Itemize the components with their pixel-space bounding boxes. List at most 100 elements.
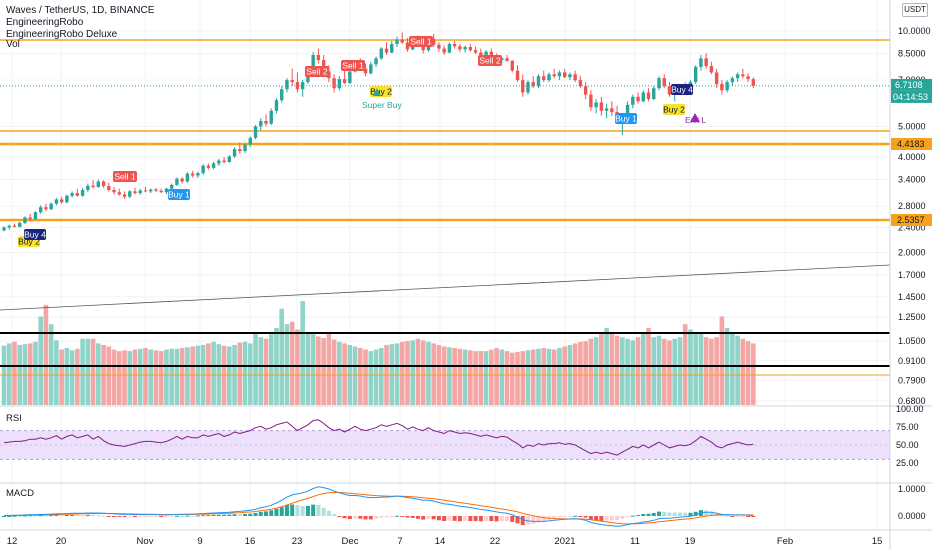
candle-body[interactable] — [54, 199, 59, 204]
candle-body[interactable] — [196, 173, 200, 176]
candle-body[interactable] — [75, 193, 80, 196]
candle-body[interactable] — [431, 38, 436, 45]
candle-body[interactable] — [720, 84, 724, 91]
macd-label[interactable]: MACD — [6, 488, 34, 499]
candle-body[interactable] — [28, 217, 32, 220]
candle-body[interactable] — [693, 66, 698, 83]
candle-body[interactable] — [180, 178, 184, 182]
candle-body[interactable] — [704, 58, 708, 67]
candle-body[interactable] — [222, 160, 226, 163]
candle-body[interactable] — [458, 46, 462, 50]
candle-body[interactable] — [452, 43, 457, 47]
candle-body[interactable] — [227, 156, 232, 163]
candle-body[interactable] — [122, 194, 127, 197]
candle-body[interactable] — [390, 43, 394, 53]
candle-body[interactable] — [384, 48, 389, 53]
candle-body[interactable] — [169, 184, 174, 189]
candle-body[interactable] — [96, 181, 101, 187]
candle-body[interactable] — [479, 52, 483, 55]
candle-body[interactable] — [128, 191, 132, 197]
candle-body[interactable] — [337, 79, 342, 89]
signal-buy-1[interactable]: Buy 1 — [615, 113, 637, 124]
candle-body[interactable] — [589, 94, 593, 108]
candle-body[interactable] — [667, 86, 672, 95]
candle-body[interactable] — [280, 89, 284, 101]
candle-body[interactable] — [269, 110, 273, 124]
candle-body[interactable] — [274, 100, 279, 111]
rsi-label[interactable]: RSI — [6, 413, 22, 424]
candle-body[interactable] — [159, 190, 163, 193]
candle-body[interactable] — [636, 96, 640, 102]
candle-body[interactable] — [447, 43, 452, 53]
candle-body[interactable] — [526, 82, 530, 93]
signal-buy-1[interactable]: Buy 1 — [168, 189, 190, 200]
candle-body[interactable] — [515, 70, 520, 81]
candle-body[interactable] — [264, 121, 268, 124]
candle-body[interactable] — [117, 192, 121, 195]
candle-body[interactable] — [38, 207, 43, 213]
candle-body[interactable] — [23, 217, 27, 223]
candle-body[interactable] — [290, 80, 294, 83]
signal-buy-2[interactable]: Buy 2 — [663, 104, 685, 115]
candle-body[interactable] — [625, 104, 630, 115]
candle-body[interactable] — [531, 82, 535, 87]
signal-buy-4[interactable]: Buy 4 — [24, 229, 46, 240]
candle-body[interactable] — [510, 60, 514, 71]
candle-body[interactable] — [599, 102, 604, 111]
candle-body[interactable] — [59, 199, 64, 203]
candle-body[interactable] — [652, 88, 656, 100]
volume-label[interactable]: Vol — [6, 39, 20, 50]
candle-body[interactable] — [107, 186, 111, 190]
candle-body[interactable] — [751, 79, 756, 86]
candle-body[interactable] — [536, 76, 541, 87]
candle-body[interactable] — [80, 189, 85, 196]
candle-body[interactable] — [248, 137, 252, 145]
candle-body[interactable] — [562, 72, 567, 78]
candle-body[interactable] — [489, 51, 494, 56]
candle-body[interactable] — [311, 54, 315, 71]
candle-body[interactable] — [442, 48, 446, 53]
candle-body[interactable] — [316, 54, 321, 61]
signal-sell-1[interactable]: Sell 1 — [409, 36, 433, 47]
candle-body[interactable] — [33, 212, 38, 220]
current-price-box[interactable] — [891, 78, 932, 91]
candle-body[interactable] — [552, 74, 556, 77]
candle-body[interactable] — [12, 225, 17, 227]
candle-body[interactable] — [70, 193, 74, 196]
candle-body[interactable] — [332, 78, 336, 89]
signal-sell-1[interactable]: Sell 1 — [341, 60, 365, 71]
candle-body[interactable] — [18, 222, 22, 227]
candle-body[interactable] — [149, 189, 153, 192]
candle-body[interactable] — [253, 126, 258, 138]
candle-body[interactable] — [101, 181, 106, 187]
candle-body[interactable] — [437, 44, 441, 49]
signal-sell-1[interactable]: Sell 1 — [113, 171, 137, 182]
candle-body[interactable] — [154, 189, 158, 191]
candle-body[interactable] — [65, 195, 69, 203]
candle-body[interactable] — [190, 173, 195, 176]
candle-body[interactable] — [7, 225, 11, 228]
signal-sell-2[interactable]: Sell 2 — [305, 66, 329, 77]
candle-body[interactable] — [521, 80, 525, 93]
candle-body[interactable] — [201, 165, 205, 174]
indicator-engineeringrobo[interactable]: EngineeringRobo — [6, 17, 84, 28]
candle-body[interactable] — [646, 92, 651, 100]
candle-body[interactable] — [405, 42, 410, 50]
candle-body[interactable] — [379, 48, 383, 59]
candle-body[interactable] — [143, 190, 148, 192]
candle-body[interactable] — [363, 68, 368, 74]
candle-body[interactable] — [699, 58, 703, 67]
signal-sell-2[interactable]: Sell 2 — [478, 55, 502, 66]
candle-body[interactable] — [395, 39, 399, 44]
candle-body[interactable] — [206, 165, 211, 168]
candle-body[interactable] — [463, 47, 467, 50]
candle-body[interactable] — [369, 64, 373, 74]
indicator-engineeringrobo-deluxe[interactable]: EngineeringRobo Deluxe — [6, 29, 118, 40]
candle-body[interactable] — [709, 66, 714, 73]
candle-body[interactable] — [49, 203, 53, 210]
candle-body[interactable] — [164, 188, 169, 193]
candle-body[interactable] — [86, 185, 90, 190]
candle-body[interactable] — [321, 60, 326, 72]
candle-body[interactable] — [641, 92, 645, 102]
